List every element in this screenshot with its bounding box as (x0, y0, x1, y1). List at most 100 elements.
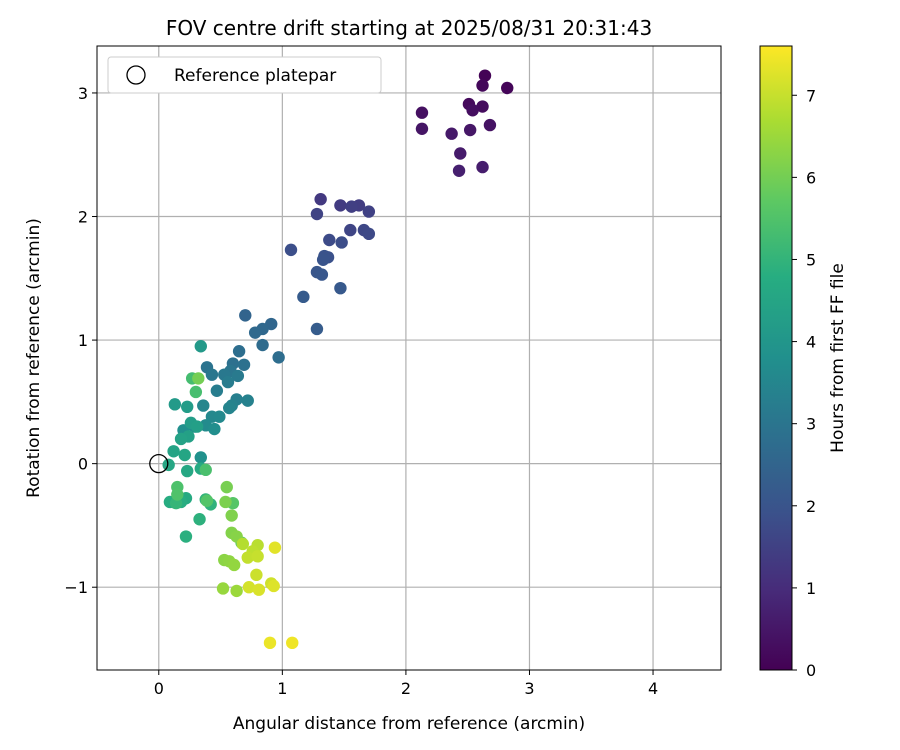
data-point (174, 432, 188, 446)
data-point (267, 579, 280, 593)
y-axis-label: Rotation from reference (arcmin) (24, 218, 44, 498)
colorbar-label: Hours from first FF file (828, 263, 848, 453)
data-point (178, 448, 191, 462)
data-points (162, 69, 514, 650)
data-point (194, 451, 207, 464)
legend-marker-icon (126, 65, 146, 85)
data-point (256, 338, 269, 352)
colorbar-tick-label: 0 (806, 661, 816, 680)
data-point (236, 537, 250, 551)
data-point (251, 550, 264, 563)
data-point (225, 509, 238, 522)
data-point (250, 568, 263, 582)
grid (97, 46, 721, 670)
y-tick-label: −1 (64, 578, 88, 597)
data-point (199, 463, 212, 477)
legend: Reference platepar (107, 56, 382, 94)
data-point (241, 394, 254, 407)
data-point (227, 558, 241, 572)
data-point (284, 243, 298, 257)
plot-frame (96, 45, 722, 671)
data-point (344, 223, 357, 237)
data-point (216, 582, 230, 595)
data-point (223, 401, 236, 415)
data-point (415, 122, 429, 135)
data-point (476, 160, 489, 174)
y-tick-label: 1 (78, 331, 88, 350)
data-point (452, 164, 466, 177)
chart-title: FOV centre drift starting at 2025/08/31 … (166, 16, 652, 40)
x-axis-label: Angular distance from reference (arcmin) (233, 714, 585, 734)
y-tick-label: 2 (78, 208, 88, 227)
data-point (241, 551, 254, 564)
data-point (297, 290, 310, 304)
data-point (345, 200, 358, 213)
data-point (179, 530, 193, 543)
x-tick-label: 2 (401, 679, 411, 698)
data-point (189, 385, 203, 399)
data-point (171, 488, 184, 501)
data-point (190, 420, 204, 433)
data-point (362, 227, 376, 241)
data-point (263, 636, 277, 650)
data-point (168, 398, 182, 411)
y-axis-ticks: −1 0 1 2 3 (64, 84, 97, 597)
data-point (231, 369, 245, 383)
x-tick-label: 1 (277, 679, 287, 698)
data-point (230, 584, 243, 598)
data-point (483, 118, 497, 132)
x-axis-ticks: 0 1 2 3 4 (154, 670, 658, 698)
x-tick-label: 0 (154, 679, 164, 698)
reference-point-marker (149, 453, 169, 474)
data-point (239, 309, 252, 322)
data-point (219, 495, 232, 509)
data-point (316, 253, 330, 266)
data-point (232, 345, 246, 358)
data-point (167, 445, 180, 458)
data-point (221, 375, 235, 389)
data-point (252, 583, 266, 596)
colorbar-tick-label: 1 (806, 579, 816, 598)
y-tick-label: 0 (78, 455, 88, 474)
data-point (220, 480, 233, 494)
data-point (501, 81, 514, 95)
data-point (205, 368, 219, 381)
colorbar-tick-label: 4 (806, 333, 816, 352)
data-point (314, 193, 327, 206)
data-point (315, 268, 329, 281)
data-point (415, 106, 429, 119)
x-tick-label: 3 (524, 679, 534, 698)
data-point (213, 410, 226, 423)
data-point (162, 458, 175, 472)
data-point (181, 464, 194, 478)
data-point (335, 236, 348, 249)
data-point (208, 422, 221, 436)
data-point (197, 399, 210, 412)
data-point (463, 123, 477, 137)
data-point (362, 205, 376, 218)
data-point (323, 233, 336, 247)
data-point (466, 104, 479, 117)
data-point (476, 100, 489, 113)
data-point (181, 400, 194, 414)
y-tick-label: 3 (78, 84, 88, 103)
data-point (445, 127, 458, 140)
colorbar-tick-label: 6 (806, 168, 816, 187)
data-point (200, 494, 214, 507)
data-point (334, 199, 347, 212)
data-point (248, 326, 262, 339)
colorbar (759, 45, 793, 671)
legend-box (107, 56, 382, 94)
data-point (193, 513, 206, 526)
colorbar-tick-label: 3 (806, 415, 816, 434)
data-point (192, 372, 205, 385)
colorbar-tick-label: 2 (806, 497, 816, 516)
legend-label: Reference platepar (174, 66, 336, 86)
x-tick-label: 4 (648, 679, 658, 698)
data-point (237, 358, 251, 371)
data-point (334, 281, 347, 295)
colorbar-tick-label: 7 (806, 86, 816, 105)
data-point (310, 207, 324, 221)
data-point (286, 636, 299, 650)
